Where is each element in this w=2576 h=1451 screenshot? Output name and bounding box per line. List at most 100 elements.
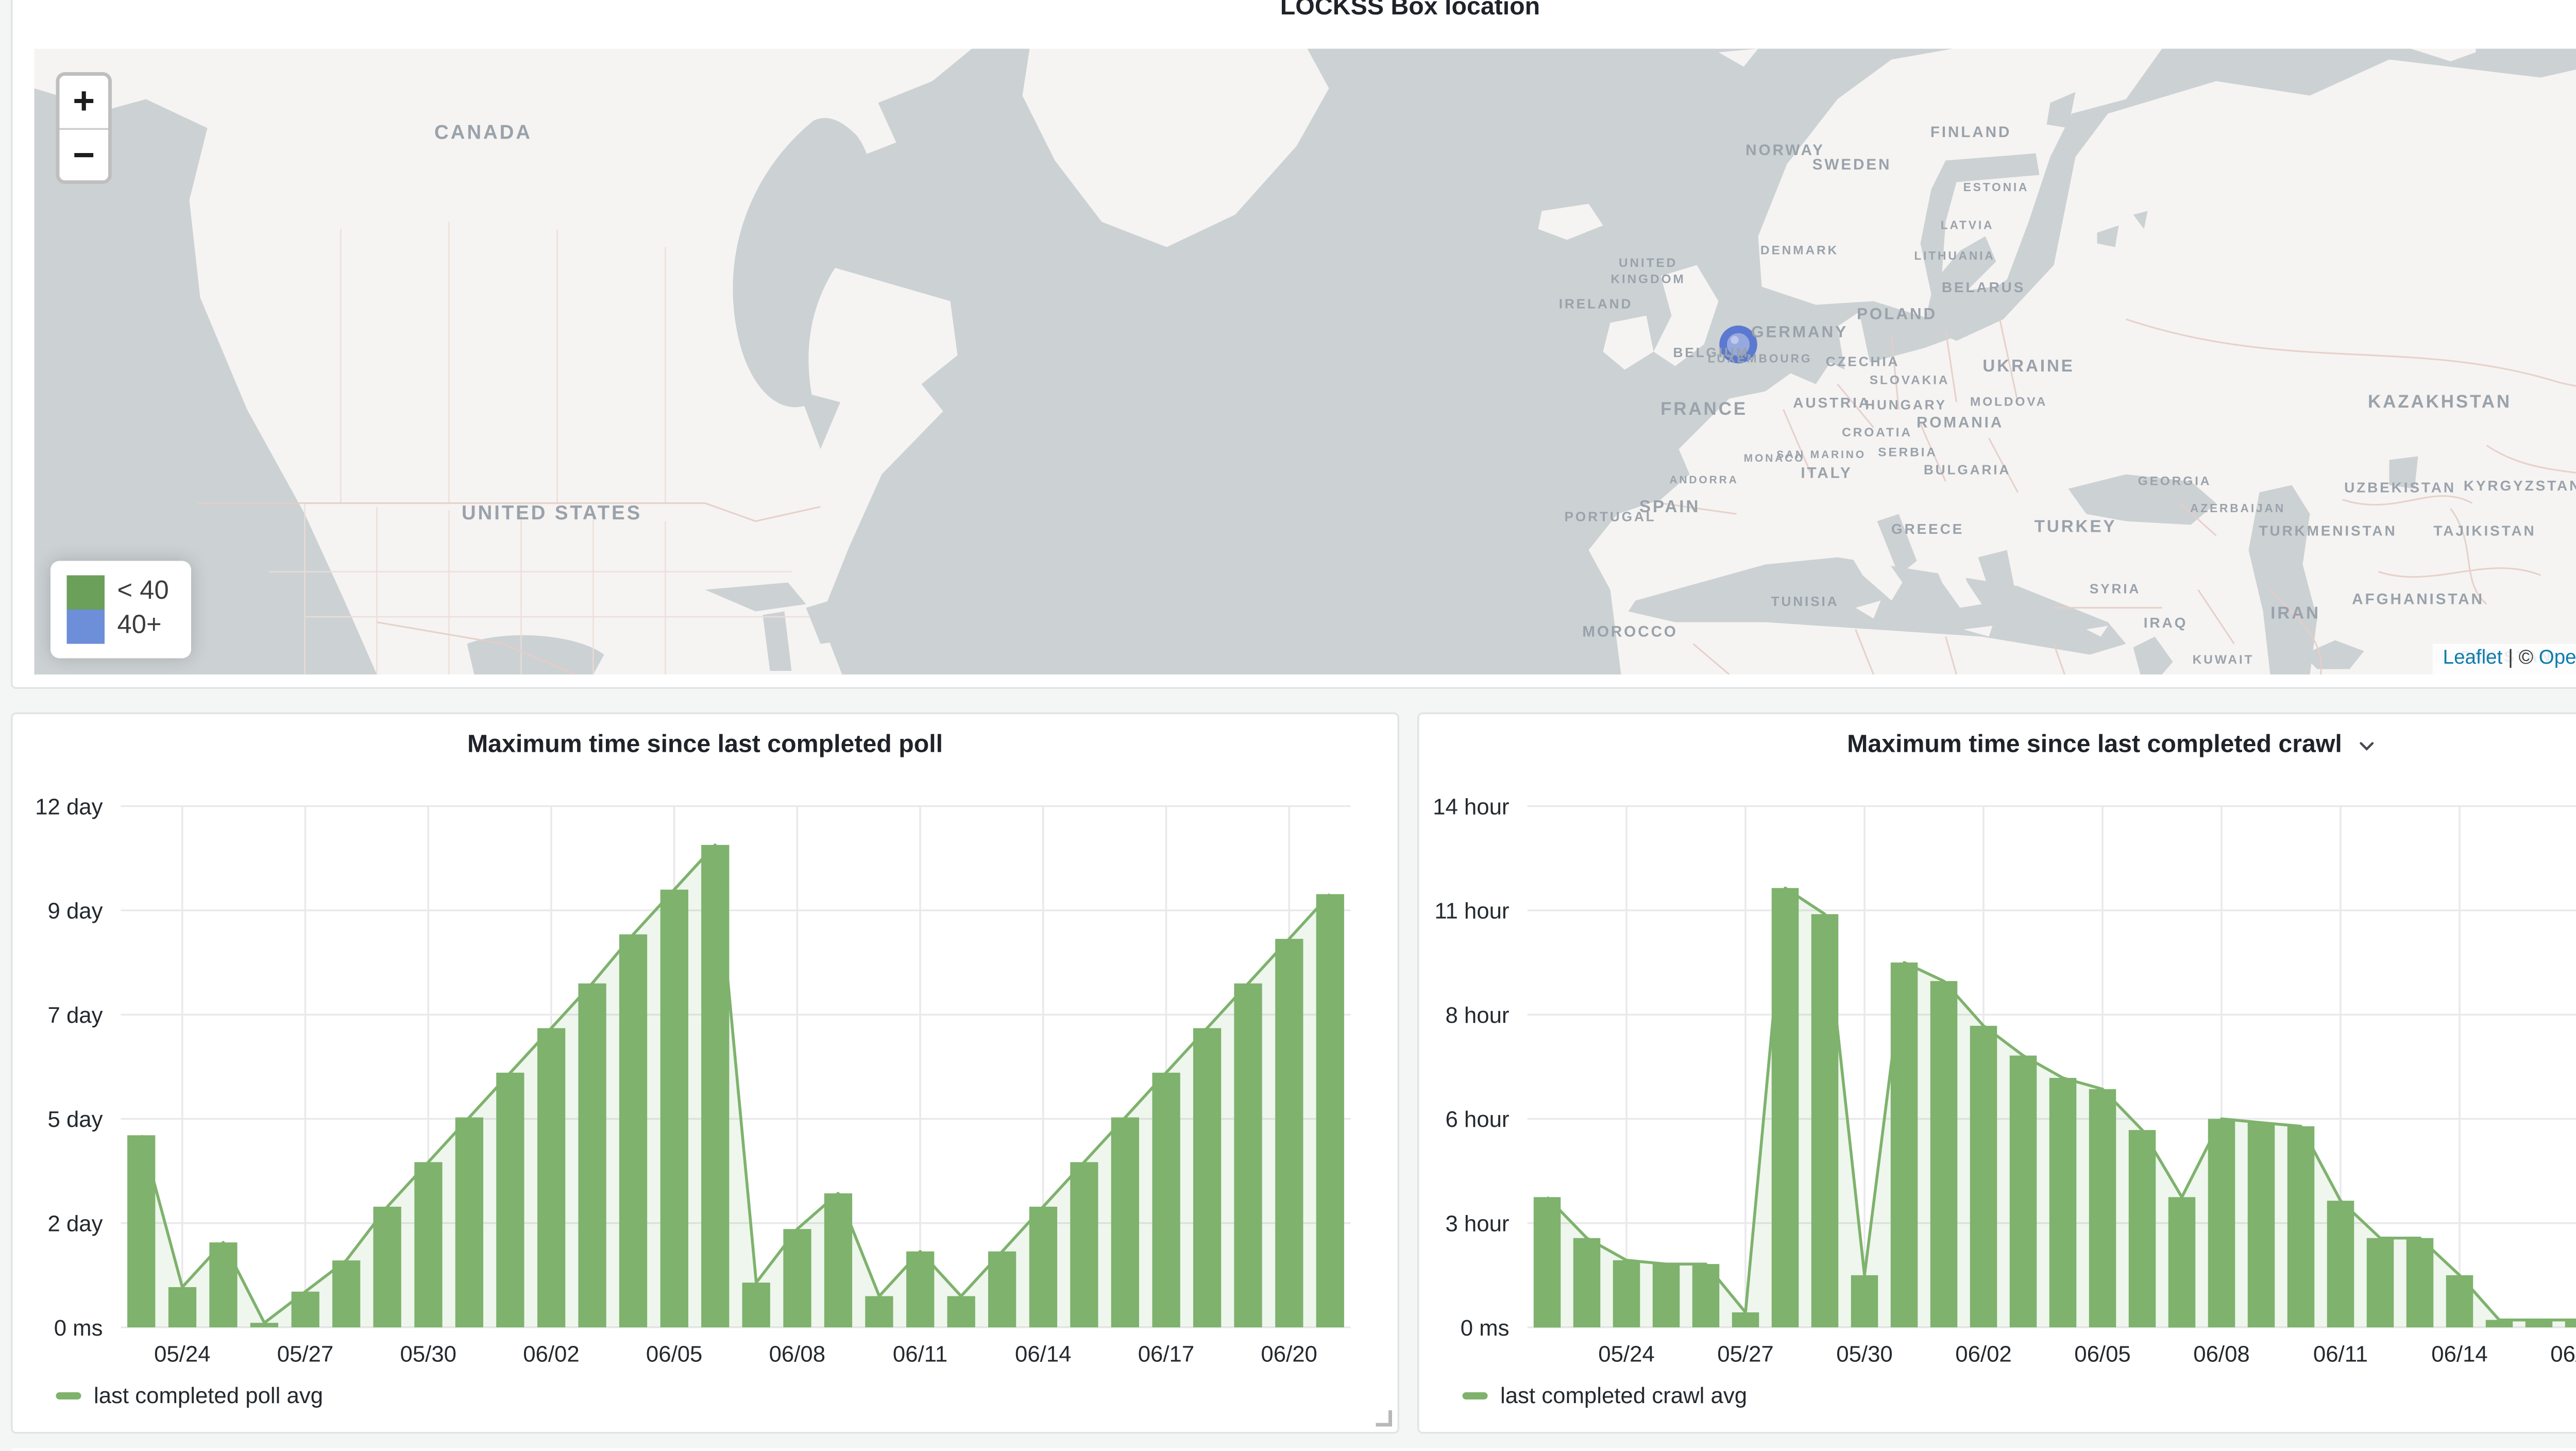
- svg-text:CANADA: CANADA: [434, 122, 532, 144]
- crawl-chart-plot[interactable]: 0 ms 3 hour 6 hour 8 hour 11 hour 14 hour 05/2…: [1419, 783, 2576, 1396]
- svg-text:KUWAIT: KUWAIT: [2193, 653, 2255, 667]
- svg-text:SWEDEN: SWEDEN: [1812, 156, 1892, 173]
- panel-resize-handle[interactable]: [1376, 1410, 1392, 1427]
- svg-text:5 day: 5 day: [47, 1107, 103, 1132]
- legend-swatch-green: [66, 575, 105, 610]
- svg-text:LITHUANIA: LITHUANIA: [1914, 249, 1995, 262]
- svg-text:3 hour: 3 hour: [1445, 1211, 1509, 1236]
- svg-text:HUNGARY: HUNGARY: [1865, 397, 1947, 413]
- svg-text:AUSTRIA: AUSTRIA: [1793, 395, 1871, 411]
- svg-text:FRANCE: FRANCE: [1660, 399, 1748, 419]
- svg-text:BELARUS: BELARUS: [1942, 279, 2025, 295]
- svg-text:6 hour: 6 hour: [1445, 1107, 1509, 1132]
- svg-text:DENMARK: DENMARK: [1760, 244, 1839, 258]
- svg-text:TURKMENISTAN: TURKMENISTAN: [2259, 523, 2397, 539]
- svg-text:AZERBAIJAN: AZERBAIJAN: [2190, 501, 2285, 515]
- map-attribution: Leaflet | © OpenStreetMap © CartoDB: [2432, 644, 2576, 674]
- svg-text:PORTUGAL: PORTUGAL: [1564, 509, 1656, 525]
- map-zoom-control: + −: [56, 72, 112, 184]
- svg-text:UNITED: UNITED: [1619, 256, 1677, 270]
- legend-label-40plus: 40+: [117, 611, 162, 640]
- poll-chart-plot[interactable]: 0 ms 2 day 5 day 7 day 9 day 12 day 05/24 05/27…: [13, 783, 1401, 1396]
- zoom-out-button[interactable]: −: [59, 128, 108, 180]
- svg-text:LATVIA: LATVIA: [1941, 218, 1994, 232]
- svg-text:MOROCCO: MOROCCO: [1582, 623, 1678, 640]
- location-marker[interactable]: [1719, 325, 1757, 364]
- svg-text:9 day: 9 day: [47, 899, 103, 924]
- svg-text:06/17: 06/17: [1138, 1342, 1194, 1367]
- svg-text:05/24: 05/24: [1598, 1342, 1654, 1367]
- crawl-chart-legend[interactable]: last completed crawl avg: [1462, 1383, 1748, 1409]
- svg-text:CROATIA: CROATIA: [1842, 426, 1912, 440]
- svg-text:0 ms: 0 ms: [1461, 1315, 1510, 1341]
- svg-text:MOLDOVA: MOLDOVA: [1970, 395, 2047, 409]
- svg-text:06/20: 06/20: [1261, 1342, 1317, 1367]
- crawl-panel-title-text: Maximum time since last completed crawl: [1847, 730, 2342, 758]
- crawl-series-swatch: [1462, 1392, 1488, 1399]
- svg-text:06/02: 06/02: [1955, 1342, 2011, 1367]
- svg-text:BULGARIA: BULGARIA: [1924, 462, 2011, 478]
- svg-text:06/05: 06/05: [2074, 1342, 2130, 1367]
- svg-text:SERBIA: SERBIA: [1878, 446, 1938, 460]
- svg-text:TUNISIA: TUNISIA: [1771, 594, 1839, 609]
- attribution-separator: | ©: [2502, 647, 2539, 669]
- crawl-series-label: last completed crawl avg: [1500, 1383, 1748, 1409]
- next-row-panel: [11, 1447, 2576, 1451]
- svg-text:UNITED STATES: UNITED STATES: [462, 502, 642, 524]
- zoom-in-button[interactable]: +: [59, 76, 108, 128]
- svg-text:8 hour: 8 hour: [1445, 1003, 1509, 1028]
- svg-text:06/11: 06/11: [2313, 1342, 2368, 1367]
- map-panel-title[interactable]: LOCKSS Box location: [1280, 0, 1540, 20]
- map-legend: < 40 40+: [50, 561, 191, 659]
- poll-chart-panel: Maximum time since last completed poll 0…: [11, 712, 1401, 1434]
- svg-text:06/17: 06/17: [2550, 1342, 2576, 1367]
- svg-text:05/30: 05/30: [1836, 1342, 1892, 1367]
- svg-text:BELGIUM: BELGIUM: [1673, 345, 1750, 360]
- peninsulas: [1826, 496, 2108, 637]
- svg-text:POLAND: POLAND: [1857, 305, 1937, 323]
- crawl-panel-title[interactable]: Maximum time since last completed crawl: [1419, 731, 2576, 760]
- svg-text:12 day: 12 day: [35, 794, 103, 819]
- svg-text:06/08: 06/08: [2193, 1342, 2249, 1367]
- svg-text:05/24: 05/24: [154, 1342, 210, 1367]
- legend-label-lt40: < 40: [117, 577, 169, 606]
- svg-text:FINLAND: FINLAND: [1930, 124, 2012, 141]
- svg-text:KINGDOM: KINGDOM: [1611, 273, 1685, 286]
- svg-text:ROMANIA: ROMANIA: [1917, 414, 2004, 431]
- svg-text:NORWAY: NORWAY: [1745, 142, 1825, 159]
- svg-text:CZECHIA: CZECHIA: [1826, 354, 1900, 369]
- svg-text:06/08: 06/08: [769, 1342, 825, 1367]
- svg-text:SAN MARINO: SAN MARINO: [1776, 449, 1866, 461]
- svg-text:11 hour: 11 hour: [1434, 899, 1509, 924]
- svg-text:IRAQ: IRAQ: [2144, 615, 2188, 631]
- svg-text:AFGHANISTAN: AFGHANISTAN: [2352, 591, 2484, 608]
- svg-text:IRELAND: IRELAND: [1559, 296, 1633, 312]
- svg-text:GERMANY: GERMANY: [1751, 323, 1848, 341]
- svg-text:06/14: 06/14: [2431, 1342, 2487, 1367]
- poll-chart-legend[interactable]: last completed poll avg: [56, 1383, 324, 1409]
- svg-text:UKRAINE: UKRAINE: [1982, 357, 2074, 376]
- svg-text:7 day: 7 day: [47, 1003, 103, 1028]
- svg-text:05/27: 05/27: [277, 1342, 333, 1367]
- leaflet-link[interactable]: Leaflet: [2443, 647, 2503, 669]
- svg-text:06/02: 06/02: [523, 1342, 579, 1367]
- svg-text:14 hour: 14 hour: [1433, 794, 1509, 819]
- svg-text:KAZAKHSTAN: KAZAKHSTAN: [2368, 392, 2512, 412]
- svg-text:TURKEY: TURKEY: [2035, 517, 2117, 536]
- poll-panel-title[interactable]: Maximum time since last completed poll: [13, 731, 1398, 760]
- svg-text:ITALY: ITALY: [1801, 465, 1852, 482]
- svg-text:ESTONIA: ESTONIA: [1963, 180, 2029, 194]
- svg-text:MONACO: MONACO: [1744, 452, 1805, 464]
- crawl-chart-panel: Maximum time since last completed crawl …: [1417, 712, 2576, 1434]
- poll-series-label: last completed poll avg: [94, 1383, 324, 1409]
- svg-text:06/05: 06/05: [646, 1342, 702, 1367]
- map-panel: LOCKSS Box location: [11, 0, 2576, 689]
- country-borders: [196, 222, 2576, 674]
- svg-text:GREECE: GREECE: [1891, 521, 1964, 537]
- openstreetmap-link[interactable]: OpenStreetMap: [2538, 647, 2576, 669]
- poll-panel-title-text: Maximum time since last completed poll: [467, 730, 943, 758]
- svg-text:TAJIKISTAN: TAJIKISTAN: [2433, 523, 2536, 539]
